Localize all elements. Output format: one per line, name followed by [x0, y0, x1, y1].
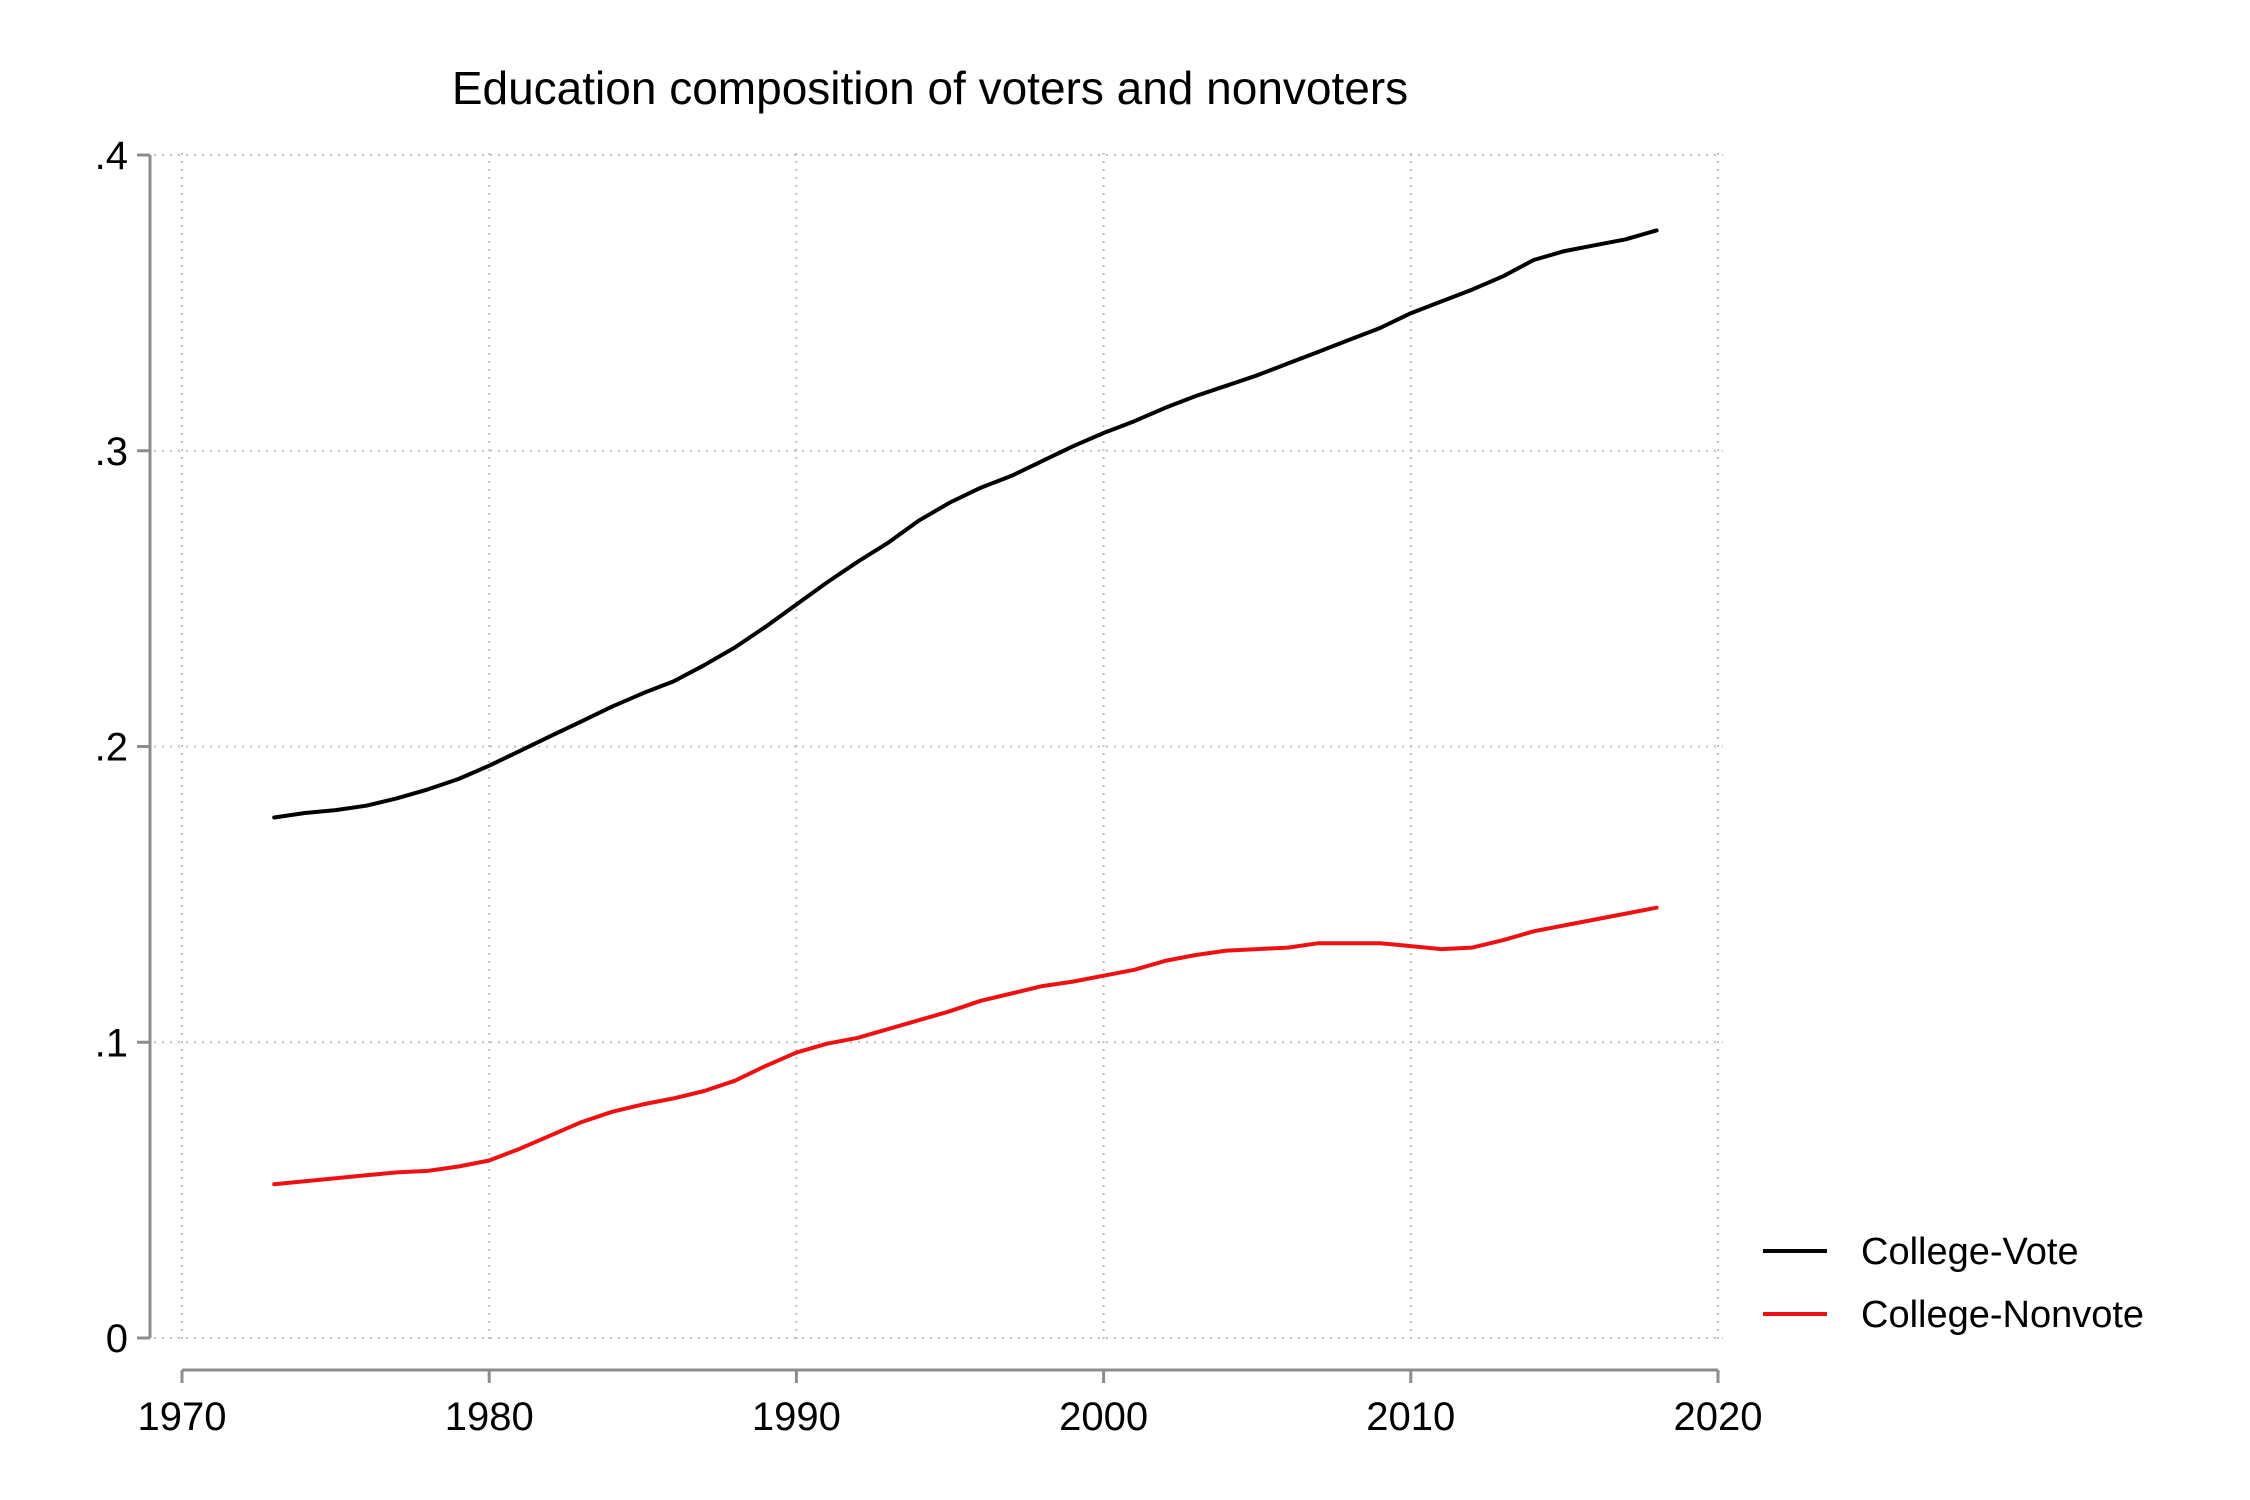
y-tick-label: .3 [95, 430, 128, 474]
y-tick-label: .4 [95, 134, 128, 178]
x-tick-label: 1990 [752, 1395, 841, 1439]
y-tick-label: 0 [106, 1317, 128, 1361]
x-tick-label: 1970 [138, 1395, 227, 1439]
x-tick-label: 2010 [1366, 1395, 1455, 1439]
axis-layer: 0 .1 .2 .3 .4 1970 1980 1990 2000 2010 2020 [95, 134, 1763, 1439]
chart-title: Education composition of voters and nonv… [452, 62, 1408, 114]
grid-layer [154, 153, 1723, 1342]
x-tick-label: 2020 [1674, 1395, 1763, 1439]
legend-label: College-Vote [1861, 1231, 2079, 1273]
series-layer [272, 228, 1659, 1187]
series-line-college-nonvote [272, 905, 1659, 1187]
legend-label: College-Nonvote [1861, 1294, 2144, 1336]
x-tick-label: 1980 [445, 1395, 534, 1439]
x-tick-label: 2000 [1059, 1395, 1148, 1439]
legend: College-Vote College-Nonvote [1763, 1231, 2144, 1336]
y-tick-label: .2 [95, 726, 128, 770]
y-tick-label: .1 [95, 1021, 128, 1065]
series-line-college-vote [272, 228, 1659, 820]
